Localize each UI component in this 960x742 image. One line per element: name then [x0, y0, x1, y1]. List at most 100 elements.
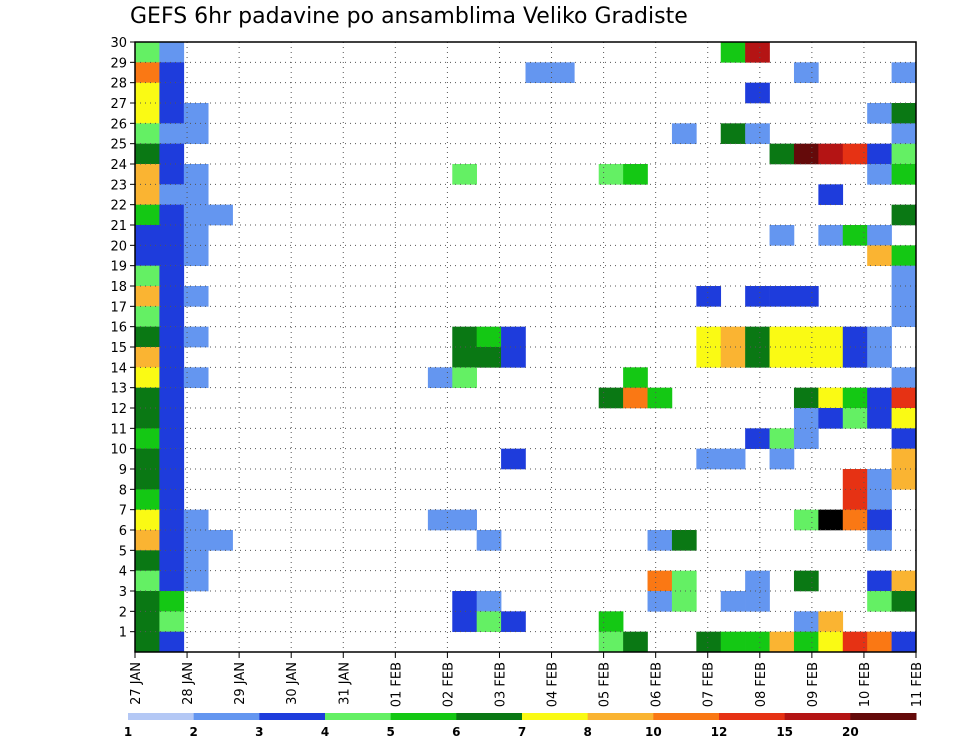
heatmap-cell — [720, 123, 746, 144]
heatmap-cell — [647, 387, 673, 409]
heatmap-cell — [159, 631, 185, 653]
heatmap-cell — [159, 489, 185, 510]
heatmap-cell — [818, 184, 844, 205]
heatmap-cell — [745, 631, 770, 653]
heatmap-cell — [793, 326, 819, 348]
heatmap-cell — [769, 143, 795, 165]
heatmap-cell — [867, 570, 892, 592]
heatmap-cell — [842, 489, 868, 510]
heatmap-cell — [159, 469, 185, 490]
heatmap-cell — [769, 448, 795, 470]
heatmap-cell — [598, 631, 624, 653]
heatmap-cell — [135, 631, 160, 653]
x-tick-label: 30 JAN — [285, 662, 300, 705]
heatmap-cell — [867, 143, 892, 165]
x-ticks: 27 JAN 28 JAN 29 JAN 30 JAN 31 JAN 01 FEB 02 F… — [129, 652, 925, 707]
heatmap-cell — [842, 387, 868, 409]
heatmap-cell — [135, 143, 160, 165]
y-tick-label: 16 — [110, 321, 127, 336]
cells-layer — [135, 42, 917, 653]
heatmap-cell — [135, 428, 160, 449]
heatmap-cell — [159, 326, 185, 348]
heatmap-cell — [452, 611, 477, 632]
y-tick-label: 10 — [110, 443, 127, 458]
heatmap-cell — [476, 611, 502, 632]
heatmap-cell — [696, 448, 722, 470]
heatmap-cell — [183, 367, 209, 388]
heatmap-cell — [818, 611, 844, 632]
x-tick-label: 06 FEB — [650, 662, 665, 707]
heatmap-cell — [793, 143, 819, 165]
heatmap-cell — [818, 408, 844, 429]
heatmap-cell — [427, 367, 453, 388]
heatmap-cell — [159, 286, 185, 307]
heatmap-cell — [867, 591, 892, 612]
heatmap-cell — [696, 326, 722, 348]
y-tick-label: 26 — [110, 117, 127, 132]
heatmap-cell — [769, 225, 795, 246]
heatmap-cell — [769, 428, 795, 449]
x-tick-label: 04 FEB — [546, 662, 561, 707]
x-tick-label: 31 JAN — [337, 662, 352, 705]
heatmap-cell — [135, 509, 160, 531]
heatmap-cell — [183, 184, 209, 205]
y-tick-label: 28 — [110, 77, 127, 92]
heatmap-cell — [598, 387, 624, 409]
colorbar-label: 5 — [386, 725, 394, 739]
heatmap-cell — [745, 570, 770, 592]
colorbar-swatch — [522, 713, 589, 720]
heatmap-cell — [745, 326, 770, 348]
heatmap-cell — [842, 326, 868, 348]
y-tick-label: 9 — [119, 463, 127, 478]
heatmap-cell — [452, 326, 477, 348]
colorbar-label: 15 — [776, 725, 793, 739]
heatmap-cell — [159, 103, 185, 124]
heatmap-cell — [135, 570, 160, 592]
colorbar-swatch — [128, 713, 195, 720]
heatmap-cell — [135, 103, 160, 124]
heatmap-cell — [671, 530, 697, 551]
heatmap-cell — [135, 42, 160, 63]
x-tick-label: 02 FEB — [441, 662, 456, 707]
heatmap-cell — [891, 204, 917, 226]
heatmap-cell — [671, 123, 697, 144]
heatmap-cell — [842, 143, 868, 165]
heatmap-cell — [769, 347, 795, 368]
heatmap-cell — [793, 387, 819, 409]
colorbar-label: 7 — [518, 725, 526, 739]
y-tick-label: 25 — [110, 138, 127, 153]
heatmap-cell — [476, 347, 502, 368]
heatmap-cell — [159, 143, 185, 165]
heatmap-cell — [891, 306, 917, 327]
colorbar-label: 3 — [255, 725, 263, 739]
colorbar-swatch — [653, 713, 720, 720]
heatmap-cell — [159, 428, 185, 449]
colorbar-label: 1 — [124, 725, 132, 739]
heatmap-cell — [842, 509, 868, 531]
heatmap-cell — [183, 164, 209, 185]
heatmap-cell — [183, 570, 209, 592]
y-tick-label: 3 — [119, 585, 127, 600]
colorbar: 1 2 3 4 5 6 7 8 10 12 15 20 — [124, 713, 917, 739]
colorbar-swatch — [850, 713, 917, 720]
heatmap-cell — [159, 184, 185, 205]
heatmap-cell — [891, 631, 917, 653]
heatmap-cell — [159, 367, 185, 388]
y-tick-label: 8 — [119, 483, 127, 498]
heatmap-cell — [525, 62, 551, 83]
y-tick-label: 27 — [110, 97, 127, 112]
heatmap-cell — [818, 143, 844, 165]
y-tick-label: 22 — [110, 199, 127, 214]
heatmap-cell — [159, 530, 185, 551]
colorbar-swatch — [587, 713, 654, 720]
heatmap-cell — [549, 62, 575, 83]
heatmap-cell — [891, 143, 917, 165]
heatmap-cell — [891, 570, 917, 592]
heatmap-cell — [891, 103, 917, 124]
heatmap-cell — [135, 286, 160, 307]
heatmap-cell — [159, 82, 185, 104]
heatmap-cell — [745, 123, 770, 144]
heatmap-cell — [769, 286, 795, 307]
y-tick-label: 6 — [119, 524, 127, 539]
heatmap-cell — [135, 306, 160, 327]
